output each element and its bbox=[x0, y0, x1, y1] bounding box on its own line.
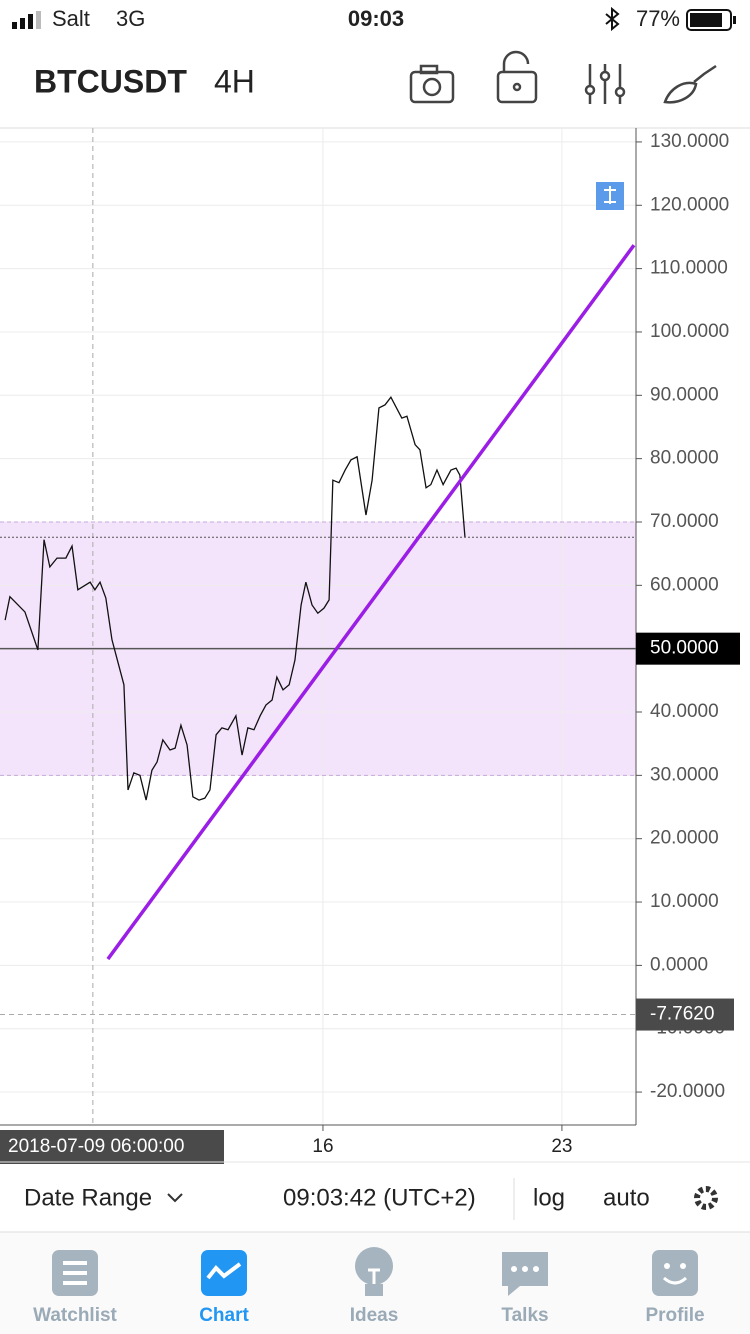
crosshair-x-box bbox=[0, 1130, 224, 1164]
plot: 130.0000 120.0000 110.0000 100.0000 90.0000 8… bbox=[0, 128, 740, 1164]
crosshair-y-label: -7.7620 bbox=[650, 1004, 714, 1025]
tab-profile[interactable]: Profile bbox=[645, 1305, 704, 1326]
y-tick-label: 100.0000 bbox=[650, 321, 729, 342]
date-range[interactable]: Date Range bbox=[24, 1184, 152, 1211]
y-tick-label: 70.0000 bbox=[650, 511, 719, 532]
log-toggle[interactable]: log bbox=[533, 1184, 565, 1211]
y-tick-label: 20.0000 bbox=[650, 828, 719, 849]
crosshair-y-box bbox=[636, 998, 734, 1031]
price-label: 50.0000 bbox=[650, 638, 719, 659]
symbol[interactable]: BTCUSDT bbox=[34, 63, 187, 99]
tab-watchlist[interactable]: Watchlist bbox=[33, 1305, 117, 1326]
tab-chart[interactable]: Chart bbox=[199, 1305, 249, 1326]
auto-toggle[interactable]: auto bbox=[603, 1184, 650, 1211]
y-tick-label: 0.0000 bbox=[650, 954, 708, 975]
tab-talks[interactable]: Talks bbox=[501, 1305, 548, 1326]
interval[interactable]: 4H bbox=[214, 63, 255, 99]
tab-ideas[interactable]: Ideas bbox=[350, 1305, 399, 1326]
x-tick-label: 23 bbox=[551, 1136, 572, 1157]
x-tick-label: 16 bbox=[312, 1136, 333, 1157]
trend-line bbox=[106, 244, 636, 961]
y-tick-label: 80.0000 bbox=[650, 448, 719, 469]
y-tick-label: -20.0000 bbox=[650, 1081, 725, 1102]
toolbar: Date Range 09:03:42 (UTC+2) log auto bbox=[0, 1161, 750, 1220]
clock: 09:03:42 (UTC+2) bbox=[283, 1184, 476, 1211]
clock: 09:03 bbox=[348, 6, 404, 31]
crosshair-x-label: 2018-07-09 06:00:00 bbox=[8, 1136, 184, 1157]
y-tick-label: 30.0000 bbox=[650, 764, 719, 785]
price-label-box bbox=[636, 632, 740, 665]
battery-level: 77% bbox=[636, 6, 680, 31]
header-icons[interactable] bbox=[409, 50, 717, 104]
carrier: Salt bbox=[52, 6, 90, 31]
y-tick-label: 90.0000 bbox=[650, 384, 719, 405]
y-tick-label: 10.0000 bbox=[650, 891, 719, 912]
y-tick-label: 40.0000 bbox=[650, 701, 719, 722]
header: BTCUSDT 4H bbox=[34, 50, 717, 104]
network: 3G bbox=[116, 6, 145, 31]
y-tick-label: 60.0000 bbox=[650, 574, 719, 595]
price-line bbox=[4, 395, 466, 801]
tab-bar: Watchlist Chart Ideas Talks Profile bbox=[0, 1231, 750, 1334]
y-tick-label: 110.0000 bbox=[650, 258, 728, 279]
settings[interactable] bbox=[694, 1186, 718, 1210]
status-bar: Salt 3G 09:03 77% bbox=[12, 6, 736, 32]
y-tick-label: 120.0000 bbox=[650, 194, 729, 215]
y-tick-label: 130.0000 bbox=[650, 131, 729, 152]
